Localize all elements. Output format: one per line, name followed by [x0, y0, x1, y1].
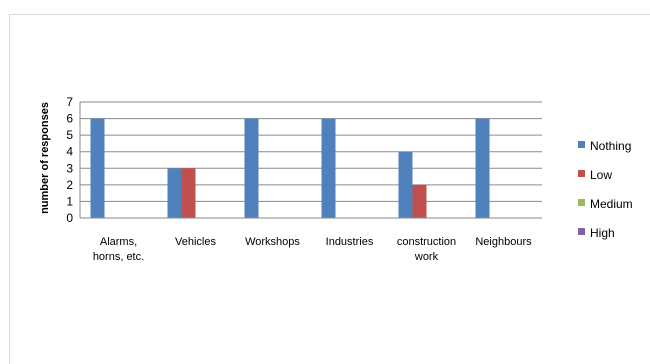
- x-tick-label: Industries: [326, 236, 374, 248]
- x-tick-label: Neighbours: [475, 236, 532, 248]
- x-tick-label: Vehicles: [175, 236, 216, 248]
- y-tick-label: 1: [66, 194, 73, 208]
- legend-swatch: [578, 199, 585, 206]
- legend-label: Medium: [590, 197, 633, 211]
- legend-swatch: [578, 141, 585, 148]
- bar-nothing: [244, 118, 259, 218]
- bar-nothing: [475, 118, 490, 218]
- bar-nothing: [90, 118, 105, 218]
- y-tick-label: 6: [66, 112, 73, 126]
- bar-nothing: [321, 118, 336, 218]
- y-tick-label: 2: [66, 178, 73, 192]
- y-tick-label: 3: [66, 161, 73, 175]
- bar-nothing: [398, 151, 413, 218]
- legend-swatch: [578, 170, 585, 177]
- axes: [79, 102, 542, 219]
- x-tick-label: work: [414, 251, 439, 263]
- legend-label: High: [590, 226, 615, 240]
- bar-low: [181, 168, 196, 218]
- legend-label: Low: [590, 168, 612, 182]
- gridlines: [80, 101, 542, 202]
- x-tick-label: Alarms,: [100, 236, 137, 248]
- bars: [90, 118, 490, 218]
- legend-label: Nothing: [590, 139, 631, 153]
- y-tick-label: 0: [66, 211, 73, 225]
- y-tick-label: 7: [66, 95, 73, 109]
- x-tick-labels: Alarms, horns, etc. Vehicles Workshops Indus…: [93, 236, 532, 263]
- bar-nothing: [167, 168, 182, 218]
- chart-frame: [9, 14, 650, 364]
- x-tick-label: construction: [397, 236, 456, 248]
- x-tick-label: Workshops: [245, 236, 300, 248]
- y-tick-label: 4: [66, 145, 73, 159]
- y-tick-label: 5: [66, 128, 73, 142]
- bar-low: [412, 184, 427, 218]
- x-tick-label: horns, etc.: [93, 251, 144, 263]
- legend: Nothing Low Medium High: [578, 139, 633, 240]
- legend-swatch: [578, 228, 585, 235]
- y-axis-label: number of responses: [39, 102, 51, 214]
- y-tick-labels: 0 1 2 3 4 5 6 7: [66, 95, 73, 225]
- bar-chart: 0 1 2 3 4 5 6 7 Alarms, horns, etc. Vehicles Works…: [39, 95, 633, 263]
